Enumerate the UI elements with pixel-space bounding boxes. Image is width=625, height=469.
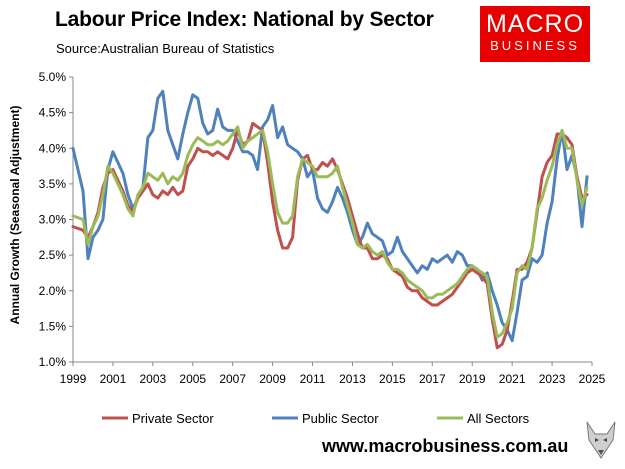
x-tick-label: 2001	[100, 372, 127, 386]
y-tick-label: 2.0%	[39, 284, 67, 298]
macrobusiness-logo: MACRO BUSINESS	[480, 6, 590, 62]
logo-line-2: BUSINESS	[490, 38, 580, 53]
footer-url: www.macrobusiness.com.au	[322, 436, 569, 456]
x-tick-label: 2013	[339, 372, 366, 386]
x-tick-label: 2019	[459, 372, 486, 386]
x-tick-label: 2025	[579, 372, 606, 386]
legend-label-all-sectors: All Sectors	[467, 411, 530, 426]
x-tick-label: 2017	[419, 372, 446, 386]
x-tick-label: 2007	[219, 372, 246, 386]
x-tick-label: 1999	[60, 372, 87, 386]
y-tick-label: 4.0%	[39, 141, 67, 155]
x-tick-label: 2021	[499, 372, 526, 386]
x-tick-label: 2003	[139, 372, 166, 386]
chart-series	[71, 89, 589, 350]
y-tick-label: 2.5%	[39, 248, 67, 262]
x-tick-label: 2005	[179, 372, 206, 386]
y-tick-label: 1.5%	[39, 319, 67, 333]
x-tick-label: 2009	[259, 372, 286, 386]
y-tick-label: 1.0%	[39, 355, 67, 369]
chart-title: Labour Price Index: National by Sector	[55, 8, 434, 31]
y-tick-label: 3.0%	[39, 213, 67, 227]
x-tick-label: 2023	[539, 372, 566, 386]
y-tick-label: 4.5%	[39, 106, 67, 120]
series-line-all-sectors	[71, 125, 589, 339]
chart-legend: Private Sector Public Sector All Sectors	[102, 411, 530, 426]
chart-axes: 1.0% 1.5% 2.0% 2.5% 3.0% 3.5% 4.0% 4.5% 5.0% 1999…	[39, 70, 606, 386]
series-line-public-sector	[71, 89, 589, 343]
y-tick-label: 3.5%	[39, 177, 67, 191]
y-tick-label: 5.0%	[39, 70, 67, 84]
chart-source: Source:Australian Bureau of Statistics	[56, 41, 275, 56]
x-tick-label: 2011	[300, 372, 326, 386]
x-tick-label: 2015	[379, 372, 406, 386]
series-line-private-sector	[71, 121, 589, 350]
fox-mascot-icon	[586, 421, 616, 459]
logo-line-1: MACRO	[485, 10, 585, 38]
legend-label-private-sector: Private Sector	[132, 411, 214, 426]
legend-label-public-sector: Public Sector	[302, 411, 379, 426]
